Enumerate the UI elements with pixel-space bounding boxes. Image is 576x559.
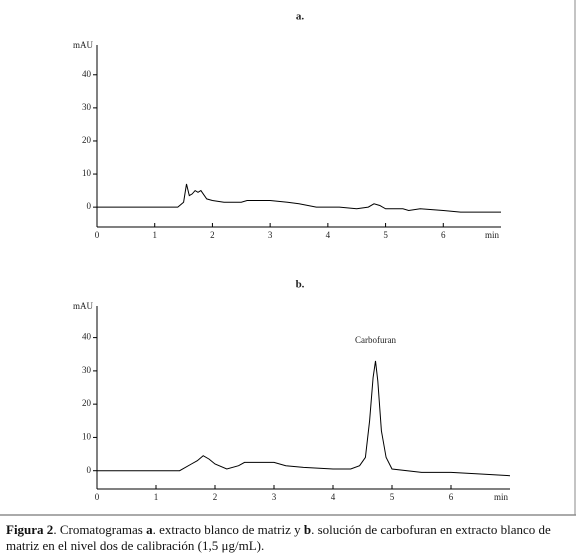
y-tick-label: 30 [82,102,92,112]
x-tick-label: 2 [213,492,218,502]
x-tick-label: 5 [390,492,395,502]
y-tick-label: 10 [82,168,92,178]
caption-part: . Cromatogramas [53,522,147,537]
x-tick-label: 3 [272,492,277,502]
y-tick-label: 30 [82,365,92,375]
x-axis-label: min [485,230,500,240]
caption-part: a [146,522,153,537]
x-tick-label: 3 [268,230,273,240]
chart-title: a. [296,11,305,23]
x-tick-label: 1 [154,492,159,502]
chromatogram-line [97,360,511,477]
y-axis-label: mAU [73,40,94,50]
x-tick-label: 5 [383,230,388,240]
y-tick-label: 20 [82,398,92,408]
x-tick-label: 6 [449,492,454,502]
peak-annotation: Carbofuran [355,335,396,345]
caption: Figura 2. Cromatogramas a. extracto blan… [6,522,572,554]
y-tick-label: 0 [87,201,92,211]
caption-part: . extracto blanco de matriz y [152,522,304,537]
y-tick-label: 10 [82,431,92,441]
caption-part: Figura 2 [6,522,54,537]
x-tick-label: 0 [95,492,100,502]
x-tick-label: 4 [331,492,336,502]
x-tick-label: 6 [441,230,446,240]
chart-title: b. [296,279,305,291]
y-tick-label: 0 [87,465,92,475]
x-tick-label: 4 [326,230,331,240]
caption-part: . solución de carbofuran en extracto bla… [6,522,551,553]
caption-part: b [303,522,312,537]
y-tick-label: 20 [82,135,92,145]
x-tick-label: 0 [95,230,100,240]
y-axis-label: mAU [73,301,94,311]
chromatogram-line [97,183,501,213]
y-tick-label: 40 [82,69,92,79]
x-tick-label: 1 [152,230,157,240]
x-axis-label: min [494,492,509,502]
x-tick-label: 2 [210,230,215,240]
y-tick-label: 40 [82,332,92,342]
